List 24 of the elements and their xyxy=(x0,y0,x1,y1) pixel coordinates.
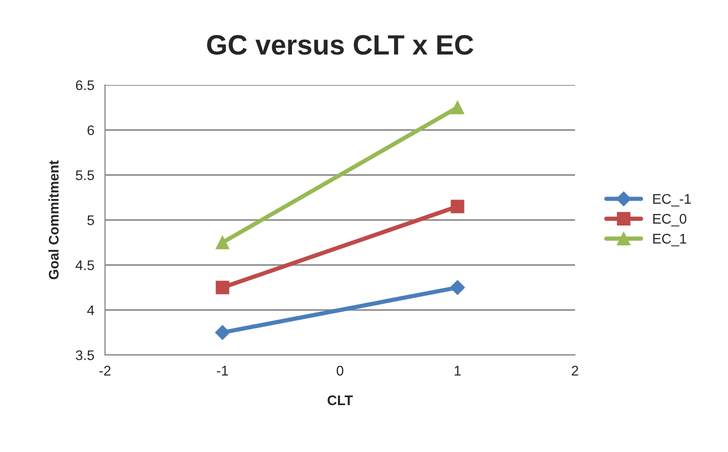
legend-label: EC_0 xyxy=(653,214,686,226)
point xyxy=(215,325,230,340)
y-tick-label: 4.5 xyxy=(76,260,94,270)
x-tick-label: -1 xyxy=(216,366,228,376)
x-tick-label: -2 xyxy=(99,366,110,376)
legend-label: EC_-1 xyxy=(653,194,691,206)
x-tick-label: 0 xyxy=(336,366,344,376)
point xyxy=(450,200,464,214)
y-tick-label: 3.5 xyxy=(76,350,94,360)
point xyxy=(216,236,230,250)
x-tick-label: 1 xyxy=(454,366,461,376)
y-tick-label: 5 xyxy=(87,215,94,226)
chart-title: GC versus CLT x EC xyxy=(207,35,474,55)
legend-label: EC_1 xyxy=(653,234,686,246)
x-tick-label: 2 xyxy=(572,366,578,376)
y-axis-title: Goal Commitment xyxy=(48,160,59,280)
x-axis-title: CLT xyxy=(328,395,353,406)
y-tick-label: 5.5 xyxy=(76,170,94,180)
y-tick-label: 6.5 xyxy=(76,80,94,90)
y-tick-label: 6 xyxy=(88,125,94,136)
point xyxy=(450,280,465,295)
point xyxy=(450,100,464,114)
point xyxy=(216,280,230,294)
y-tick-label: 4 xyxy=(87,305,94,316)
